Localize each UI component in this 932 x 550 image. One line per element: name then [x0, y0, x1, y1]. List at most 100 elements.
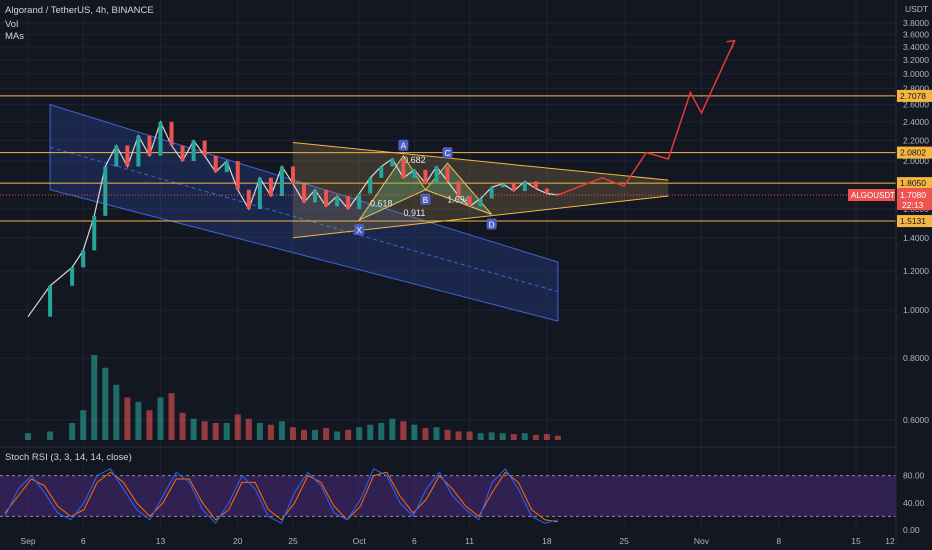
stoch-d-line: [4, 471, 558, 523]
volume-bar: [356, 427, 363, 440]
candle-body: [224, 161, 229, 173]
candle-body: [169, 121, 174, 146]
candle-body: [158, 121, 163, 156]
candle-body: [191, 140, 196, 162]
time-tick-label: 25: [288, 536, 298, 546]
stoch-tick-label: 0.00: [903, 525, 920, 535]
countdown-label: 22:13: [902, 200, 924, 210]
volume-bar: [113, 384, 120, 440]
level-price-label: 2.0802: [900, 148, 926, 158]
candle-body: [478, 198, 483, 207]
stoch-band: [0, 475, 896, 517]
price-tick-label: 0.8000: [903, 353, 929, 363]
candle-body: [423, 169, 428, 184]
candle-body: [246, 189, 251, 210]
volume-bar: [157, 397, 164, 440]
volume-bar: [312, 429, 319, 440]
volume-bar: [444, 429, 451, 440]
level-price-badge: [897, 177, 932, 190]
candle-body: [324, 189, 329, 207]
symbol-badge: [848, 188, 895, 201]
volume-bar: [455, 431, 462, 440]
candle-body: [302, 183, 306, 203]
candle-body: [268, 177, 273, 197]
time-tick-label: 15: [851, 536, 861, 546]
level-price-label: 1.8050: [900, 178, 926, 188]
triangle-upper-line: [292, 142, 669, 181]
volume-bar: [234, 414, 241, 440]
time-tick-label: Oct: [353, 536, 367, 546]
candle-body: [412, 169, 417, 178]
candle-body: [257, 177, 262, 210]
time-tick-label: 8: [776, 536, 781, 546]
volume-bar: [91, 355, 98, 440]
chart-title: Algorand / TetherUS, 4h, BINANCE: [5, 5, 154, 16]
price-tick-label: 1.2000: [903, 266, 929, 276]
harmonic-ratio-label: 0.911: [403, 208, 425, 218]
candle-body: [379, 166, 384, 178]
candle-body: [136, 135, 141, 167]
projection-arrowhead: [726, 39, 736, 49]
price-tick-label: 3.2000: [903, 55, 929, 65]
mas-legend-label[interactable]: MAs: [5, 31, 24, 42]
harmonic-point-badge: [420, 193, 431, 205]
volume-bar: [245, 418, 252, 440]
volume-bar: [278, 421, 285, 440]
harmonic-point-label: D: [489, 220, 495, 229]
volume-bar: [80, 410, 87, 440]
volume-bar: [135, 401, 142, 440]
candle-body: [202, 140, 207, 156]
volume-bar: [289, 427, 296, 440]
price-tick-label: 2.8000: [903, 84, 929, 94]
volume-bar: [400, 421, 407, 440]
candle-body: [114, 145, 119, 167]
candle-body: [213, 155, 218, 173]
volume-bar: [212, 423, 219, 440]
volume-bar: [334, 431, 341, 440]
volume-bar: [433, 427, 440, 440]
candle-body: [92, 215, 97, 251]
volume-legend-label[interactable]: Vol: [5, 19, 19, 30]
level-price-badge: [897, 146, 932, 159]
candle-body: [70, 267, 75, 286]
price-tick-label: 3.8000: [903, 18, 929, 28]
candle-body: [335, 196, 340, 207]
last-price-label: 1.7080: [900, 190, 926, 200]
volume-bar: [378, 423, 385, 440]
volume-bar: [47, 431, 54, 440]
volume-bar: [223, 423, 230, 440]
candle-body: [48, 285, 53, 317]
candle-body: [555, 193, 560, 195]
price-tick-label: 2.6000: [903, 100, 929, 110]
volume-bar: [25, 433, 31, 440]
level-price-label: 2.7078: [900, 91, 926, 101]
volume-bar: [301, 429, 307, 440]
harmonic-point-label: C: [445, 149, 451, 158]
volume-bar: [267, 424, 274, 440]
volume-bar: [422, 428, 429, 440]
volume-bar: [510, 434, 517, 440]
harmonic-point-badge: [486, 218, 497, 230]
price-tick-label: 2.2000: [903, 136, 929, 146]
symbol-label: ALGOUSDT: [851, 191, 895, 200]
volume-bar: [102, 367, 109, 440]
candle-body: [467, 196, 472, 207]
candle-body: [390, 158, 395, 167]
harmonic-ratio-label: 0.618: [370, 198, 393, 208]
volume-bars: [25, 355, 561, 440]
harmonic-point-label: A: [401, 142, 407, 151]
projection-line: [557, 40, 736, 196]
harmonic-ratio-label: 0.682: [403, 155, 426, 165]
descending-channel: [49, 103, 559, 322]
volume-bar: [488, 432, 495, 440]
volume-bar: [69, 423, 76, 440]
volume-bar: [168, 393, 175, 440]
volume-bar: [554, 435, 561, 440]
volume-bar: [532, 434, 539, 440]
candle-body: [511, 183, 516, 192]
time-tick-label: 25: [619, 536, 629, 546]
candle-body: [500, 183, 505, 188]
stoch-rsi-label[interactable]: Stoch RSI (3, 3, 14, 14, close): [5, 452, 132, 463]
